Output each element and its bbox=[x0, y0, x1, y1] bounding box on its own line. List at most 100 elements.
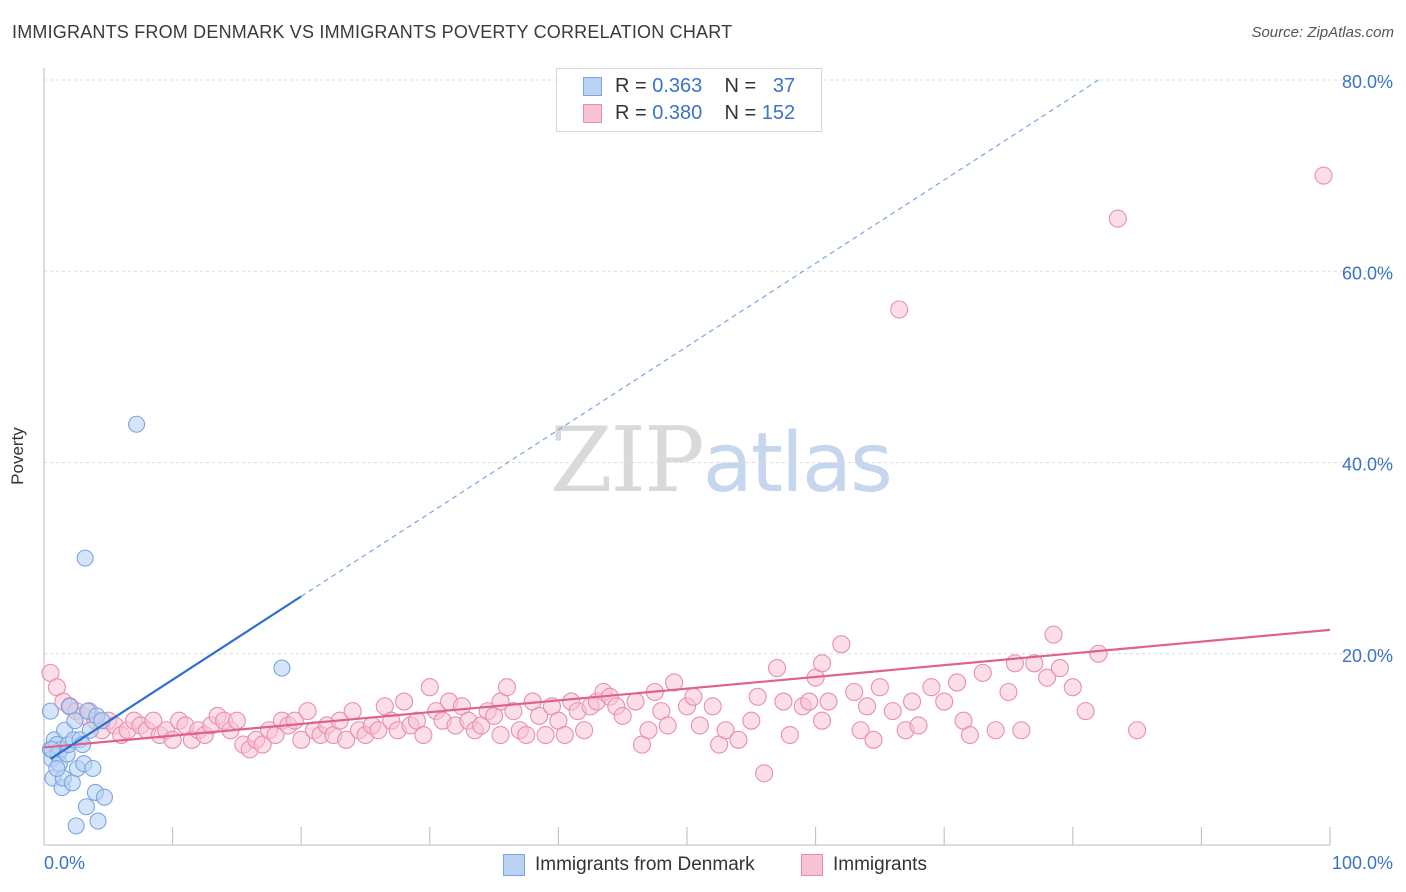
data-point-immigrants bbox=[369, 721, 388, 740]
legend-r-label: R = bbox=[615, 101, 647, 124]
legend-n-value: 37 bbox=[772, 74, 796, 97]
data-point-immigrants bbox=[1108, 209, 1127, 228]
legend-r-label: R = bbox=[615, 74, 647, 97]
legend-swatch-immigrants bbox=[583, 103, 602, 123]
data-point-immigrants bbox=[530, 706, 549, 725]
data-point-immigrants bbox=[999, 682, 1018, 702]
data-point-immigrants bbox=[613, 706, 632, 725]
legend-r-value: 0.380 bbox=[652, 101, 703, 124]
bottom-legend-denmark: Immigrants from Denmark bbox=[503, 852, 755, 878]
legend-box: R = 0.363 N = 37 R = 0.380 N = 152 bbox=[556, 68, 822, 132]
chart-source: Source: ZipAtlas.com bbox=[1251, 24, 1394, 41]
data-point-immigrants bbox=[626, 692, 645, 711]
data-point-immigrants bbox=[1025, 654, 1044, 673]
data-point-denmark bbox=[63, 774, 81, 792]
data-point-denmark bbox=[77, 798, 95, 816]
data-point-denmark bbox=[76, 549, 94, 567]
y-tick-label: 40.0% bbox=[1342, 455, 1393, 475]
data-point-immigrants bbox=[902, 692, 922, 711]
data-point-immigrants bbox=[832, 635, 851, 654]
data-point-immigrants bbox=[864, 730, 883, 749]
x-tick-label: 0.0% bbox=[44, 853, 85, 873]
data-point-denmark bbox=[61, 697, 79, 715]
data-point-immigrants bbox=[639, 721, 658, 740]
data-point-immigrants bbox=[343, 702, 362, 721]
data-point-immigrants bbox=[536, 725, 555, 745]
bottom-legend-immigrants: Immigrants bbox=[801, 852, 927, 878]
legend-n-value: 152 bbox=[761, 101, 796, 124]
data-point-immigrants bbox=[414, 725, 433, 745]
data-point-immigrants bbox=[1128, 721, 1147, 740]
trendline-denmark-extension bbox=[300, 79, 1099, 597]
trendline-immigrants bbox=[43, 628, 1331, 749]
watermark: ZIPatlas bbox=[550, 408, 893, 513]
data-point-immigrants bbox=[857, 697, 877, 716]
data-point-immigrants bbox=[729, 730, 748, 749]
legend-swatch-denmark bbox=[583, 76, 602, 96]
bottom-legend-label-immigrants: Immigrants bbox=[833, 854, 927, 875]
data-point-immigrants bbox=[748, 687, 767, 706]
data-point-immigrants bbox=[504, 702, 523, 721]
data-point-denmark bbox=[89, 812, 107, 830]
data-point-immigrants bbox=[703, 697, 722, 716]
y-tick-label: 60.0% bbox=[1342, 263, 1393, 283]
data-point-immigrants bbox=[1076, 702, 1095, 721]
legend-row-immigrants: R = 0.380 N = 152 bbox=[583, 101, 795, 125]
data-point-immigrants bbox=[780, 725, 799, 745]
data-point-immigrants bbox=[337, 730, 356, 749]
data-point-denmark bbox=[95, 788, 113, 806]
legend-n-label: N = bbox=[724, 101, 757, 124]
bottom-legend-swatch-denmark bbox=[503, 854, 525, 876]
data-point-immigrants bbox=[800, 692, 819, 711]
watermark-atlas: atlas bbox=[702, 416, 893, 511]
data-point-immigrants bbox=[420, 678, 439, 697]
data-point-immigrants bbox=[742, 711, 761, 730]
data-point-immigrants bbox=[517, 725, 536, 745]
data-point-denmark bbox=[67, 817, 85, 835]
data-point-immigrants bbox=[1050, 659, 1069, 678]
data-point-immigrants bbox=[851, 721, 870, 740]
data-point-immigrants bbox=[684, 687, 703, 706]
data-point-immigrants bbox=[883, 702, 902, 721]
bottom-legend-swatch-immigrants bbox=[801, 854, 823, 876]
legend-r-value: 0.363 bbox=[652, 74, 703, 97]
data-point-immigrants bbox=[665, 673, 684, 692]
data-point-denmark bbox=[84, 759, 102, 778]
data-point-immigrants bbox=[767, 659, 787, 678]
data-point-immigrants bbox=[716, 721, 735, 740]
data-point-denmark bbox=[66, 712, 84, 730]
data-point-immigrants bbox=[819, 692, 838, 711]
data-point-immigrants bbox=[845, 682, 864, 702]
data-point-immigrants bbox=[658, 716, 677, 735]
data-point-immigrants bbox=[1038, 668, 1057, 687]
data-point-immigrants bbox=[1089, 644, 1108, 663]
data-point-immigrants bbox=[922, 678, 941, 697]
data-point-immigrants bbox=[690, 716, 709, 735]
data-point-immigrants bbox=[909, 716, 928, 735]
data-point-immigrants bbox=[497, 678, 517, 697]
data-point-immigrants bbox=[973, 663, 992, 682]
data-point-immigrants bbox=[890, 300, 909, 319]
data-point-immigrants bbox=[491, 725, 510, 745]
data-point-immigrants bbox=[292, 730, 311, 749]
data-point-immigrants bbox=[395, 692, 414, 711]
data-point-immigrants bbox=[1044, 625, 1063, 644]
data-point-immigrants bbox=[935, 692, 954, 711]
data-point-immigrants bbox=[555, 725, 574, 745]
y-tick-label: 80.0% bbox=[1342, 72, 1393, 92]
data-point-denmark bbox=[128, 415, 146, 433]
data-point-immigrants bbox=[755, 764, 774, 783]
data-point-immigrants bbox=[575, 721, 594, 740]
trendline-denmark bbox=[49, 595, 302, 760]
bottom-legend-label-denmark: Immigrants from Denmark bbox=[535, 854, 755, 875]
data-point-immigrants bbox=[812, 711, 832, 730]
data-point-denmark bbox=[48, 759, 66, 778]
y-tick-label: 20.0% bbox=[1342, 646, 1393, 666]
legend-n-label: N = bbox=[724, 74, 757, 97]
data-point-denmark bbox=[41, 702, 59, 720]
data-point-immigrants bbox=[774, 692, 793, 711]
chart-title: IMMIGRANTS FROM DENMARK VS IMMIGRANTS PO… bbox=[12, 22, 733, 42]
data-point-immigrants bbox=[163, 730, 182, 749]
data-point-immigrants bbox=[1314, 166, 1333, 185]
